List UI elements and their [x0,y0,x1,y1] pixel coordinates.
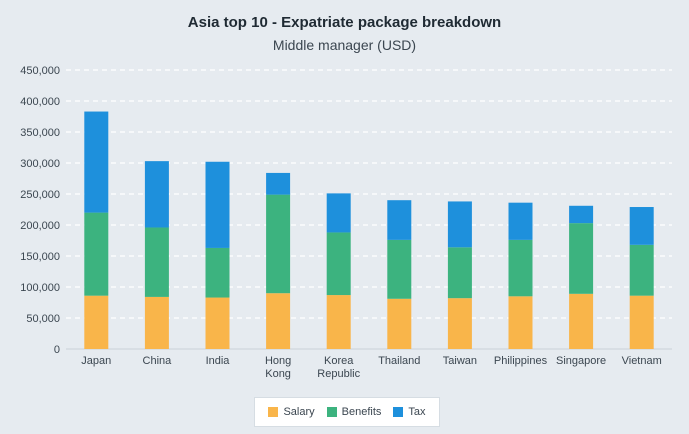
bar-segment-benefits [266,194,291,294]
y-tick-label: 150,000 [20,251,60,263]
y-tick-label: 100,000 [20,282,60,294]
y-tick-label: 300,000 [20,158,60,170]
x-tick-label: China [143,355,173,367]
bar-segment-tax [447,201,472,248]
bar-segment-salary [84,295,109,349]
x-tick-label: Korea Republic [317,355,360,380]
bar-segment-salary [205,297,230,349]
y-tick-label: 50,000 [26,313,60,325]
bar-segment-benefits [205,247,230,298]
bar-segment-salary [266,293,291,349]
bar-segment-salary [629,295,654,349]
bar-segment-salary [508,296,533,349]
legend-item-salary: Salary [268,406,315,418]
bar-segment-benefits [387,239,412,299]
bar-segment-salary [387,298,412,349]
y-tick-label: 200,000 [20,220,60,232]
bar-segment-benefits [569,223,594,294]
bar-segment-benefits [447,247,472,299]
bar-segment-tax [84,111,109,213]
chart-title: Asia top 10 - Expatriate package breakdo… [187,14,502,31]
bar-segment-salary [326,295,351,349]
bar-segment-benefits [508,239,533,297]
bar-segment-salary [447,298,472,349]
x-tick-label: Thailand [378,355,420,367]
bar-segment-benefits [144,227,169,297]
x-tick-label: Philippines [494,355,548,367]
x-tick-label: Vietnam [622,355,662,367]
legend-label-benefits: Benefits [341,406,382,418]
y-tick-label: 350,000 [20,127,60,139]
x-tick-label: Singapore [556,355,606,367]
bar-segment-tax [629,207,654,245]
bar-segment-salary [144,296,169,349]
legend-label-salary: Salary [283,406,315,418]
y-tick-label: 450,000 [20,65,60,77]
legend-swatch-benefits [326,407,337,417]
legend: Salary Benefits Tax [254,397,440,427]
chart-subtitle: Middle manager (USD) [272,37,417,53]
bar-segment-tax [508,202,533,240]
x-tick-label: Taiwan [443,355,477,367]
y-tick-label: 250,000 [20,189,60,201]
x-tick-label: India [206,355,231,367]
bar-segment-benefits [629,244,654,296]
legend-item-benefits: Benefits [326,406,382,418]
y-tick-label: 400,000 [20,96,60,108]
legend-swatch-tax [393,407,404,417]
bar-segment-tax [205,161,230,248]
legend-label-tax: Tax [408,406,426,418]
bar-segment-benefits [326,232,351,296]
y-tick-label: 0 [54,344,60,356]
x-tick-label: Hong Kong [265,355,291,380]
bar-segment-tax [266,172,291,195]
legend-swatch-salary [268,407,279,417]
bar-segment-tax [326,193,351,233]
x-tick-label: Japan [81,355,111,367]
bar-segment-salary [569,293,594,349]
legend-item-tax: Tax [393,406,426,418]
bar-segment-benefits [84,212,109,296]
bar-segment-tax [569,205,594,224]
bar-segment-tax [387,200,412,240]
bar-segment-tax [144,161,169,228]
